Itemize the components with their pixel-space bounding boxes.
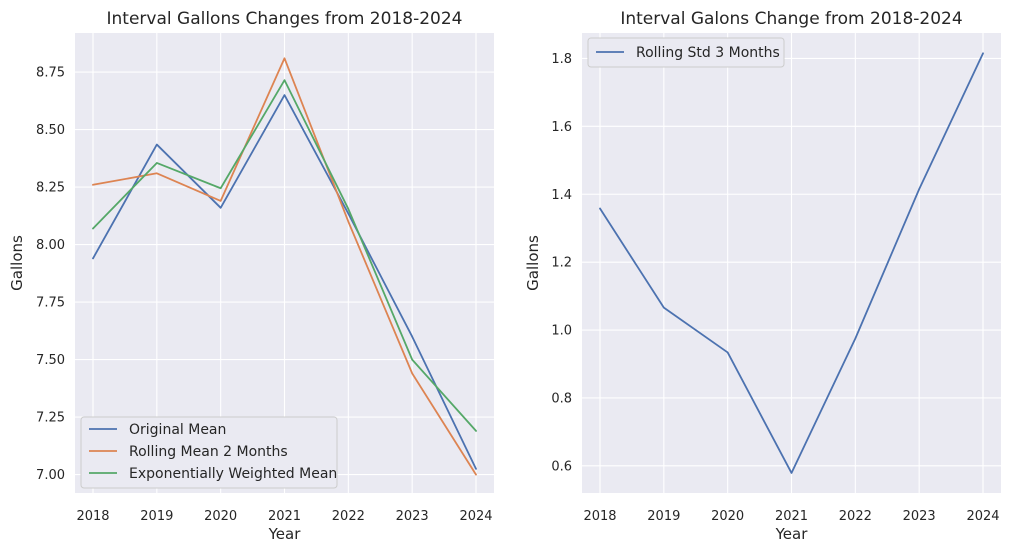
y-tick-label: 7.50 — [36, 353, 65, 368]
x-tick-label: 2019 — [647, 509, 680, 524]
x-tick-label: 2024 — [459, 509, 492, 524]
left-chart-title: Interval Gallons Changes from 2018-2024 — [107, 9, 463, 29]
y-tick-label: 7.75 — [36, 296, 65, 311]
legend-label-rolling-std-3-months: Rolling Std 3 Months — [636, 45, 780, 61]
y-tick-label: 1.2 — [551, 256, 572, 271]
right-y-axis-label: Gallons — [524, 235, 542, 291]
left-y-axis-label: Gallons — [8, 235, 26, 291]
series-line-rolling-std-3-months — [599, 52, 984, 474]
left-legend-box — [80, 416, 338, 489]
right-y-tick-labels: 0.6 0.8 1.0 1.2 1.4 1.6 1.8 — [551, 52, 572, 474]
right-chart-title: Interval Galons Change from 2018-2024 — [620, 9, 962, 29]
y-tick-label: 8.50 — [36, 123, 65, 138]
right-x-tick-labels: 2018 2019 2020 2021 2022 2023 2024 — [583, 509, 999, 524]
left-series-lines — [92, 57, 477, 476]
y-tick-label: 1.6 — [551, 120, 572, 135]
left-x-axis-label: Year — [268, 525, 302, 543]
y-tick-label: 0.6 — [551, 459, 572, 474]
left-y-tick-labels: 7.00 7.25 7.50 7.75 8.00 8.25 8.50 8.75 — [36, 66, 65, 484]
x-tick-label: 2022 — [332, 509, 365, 524]
series-line-original-mean — [92, 94, 477, 470]
left-chart: 7.007.257.507.758.008.258.508.75 2018 201… — [8, 9, 494, 543]
right-x-axis-label: Year — [775, 525, 809, 543]
x-tick-label: 2018 — [583, 509, 616, 524]
series-line-exponentially-weighted-mean — [92, 79, 477, 432]
y-tick-label: 1.0 — [551, 324, 572, 339]
y-tick-label: 7.00 — [36, 468, 65, 483]
x-tick-label: 2023 — [396, 509, 429, 524]
x-tick-label: 2020 — [711, 509, 744, 524]
y-tick-label: 1.4 — [551, 188, 572, 203]
legend-label-exponentially-weighted-mean: Exponentially Weighted Mean — [129, 466, 337, 482]
x-tick-label: 2024 — [966, 509, 999, 524]
x-tick-label: 2021 — [775, 509, 808, 524]
x-tick-label: 2021 — [268, 509, 301, 524]
series-line-rolling-mean-2-months — [92, 57, 477, 476]
left-legend: Original Mean Rolling Mean 2 Months Expone… — [80, 416, 338, 489]
right-series-lines — [599, 52, 984, 474]
right-chart: 0.60.81.01.21.41.61.8 2018 2019 2020 2021 20… — [524, 9, 1001, 543]
x-tick-label: 2019 — [140, 509, 173, 524]
y-tick-label: 8.25 — [36, 181, 65, 196]
x-tick-label: 2022 — [839, 509, 872, 524]
x-tick-label: 2018 — [76, 509, 109, 524]
y-tick-label: 7.25 — [36, 411, 65, 426]
y-tick-label: 8.75 — [36, 66, 65, 81]
y-tick-label: 8.00 — [36, 238, 65, 253]
legend-label-original-mean: Original Mean — [129, 422, 226, 438]
left-x-tick-labels: 2018 2019 2020 2021 2022 2023 2024 — [76, 509, 492, 524]
right-legend: Rolling Std 3 Months — [587, 37, 785, 68]
right-gridlines — [582, 33, 1001, 493]
x-tick-label: 2023 — [903, 509, 936, 524]
legend-label-rolling-mean-2-months: Rolling Mean 2 Months — [129, 444, 288, 460]
x-tick-label: 2020 — [204, 509, 237, 524]
y-tick-label: 0.8 — [551, 391, 572, 406]
y-tick-label: 1.8 — [551, 52, 572, 67]
right-legend-box — [587, 37, 785, 68]
